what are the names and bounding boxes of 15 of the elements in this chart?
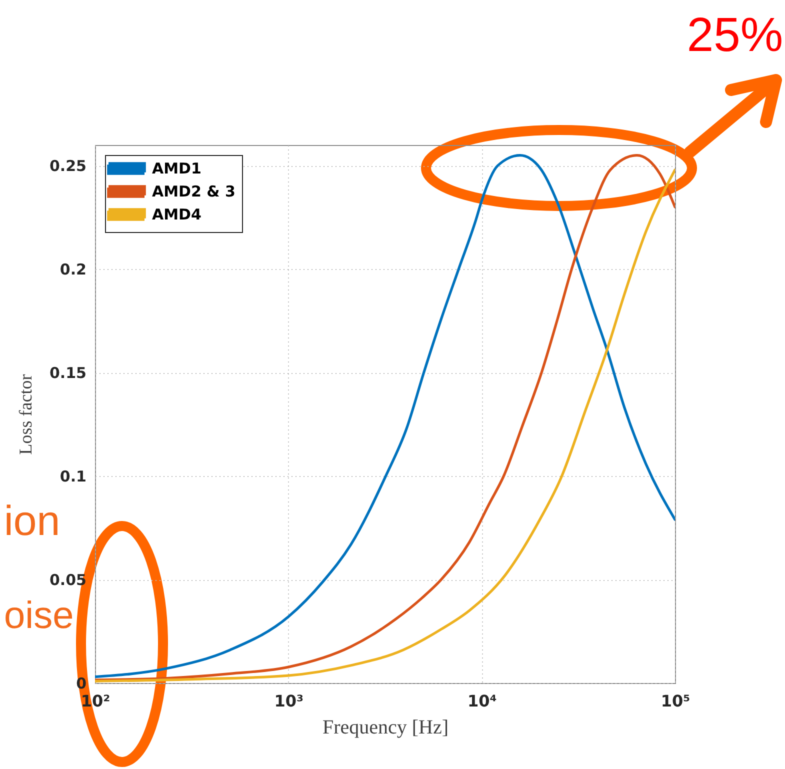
x-tick-label: 10³ bbox=[274, 692, 304, 710]
y-tick-label: 0.25 bbox=[49, 157, 86, 176]
legend-label: AMD4 bbox=[152, 206, 202, 224]
text: oise bbox=[4, 595, 74, 637]
legend-label: AMD2 & 3 bbox=[152, 182, 236, 200]
x-tick-label: 10⁵ bbox=[660, 692, 690, 710]
y-axis-title: Loss factor bbox=[15, 374, 36, 455]
text: 25% bbox=[686, 9, 783, 62]
y-tick-label: 0.1 bbox=[60, 468, 86, 486]
text: ion bbox=[4, 497, 60, 544]
y-tick-label: 0.2 bbox=[60, 260, 86, 279]
x-axis-title: Frequency [Hz] bbox=[322, 716, 449, 738]
y-tick-label: 0.15 bbox=[49, 364, 86, 382]
x-tick-label: 10⁴ bbox=[468, 692, 497, 710]
legend-label: AMD1 bbox=[152, 160, 202, 178]
